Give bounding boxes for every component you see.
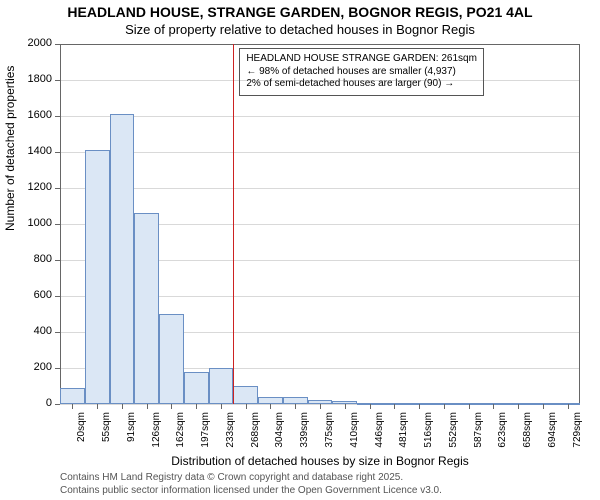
footer-line-1: Contains HM Land Registry data © Crown c… xyxy=(60,472,403,483)
x-tick xyxy=(122,404,123,409)
y-axis-label: Number of detached properties xyxy=(3,215,17,231)
x-tick xyxy=(518,404,519,409)
x-tick-label: 162sqm xyxy=(175,412,186,458)
x-tick-label: 446sqm xyxy=(374,412,385,458)
y-tick xyxy=(55,44,60,45)
x-tick xyxy=(97,404,98,409)
gridline xyxy=(60,80,580,81)
y-tick xyxy=(55,404,60,405)
y-tick-label: 800 xyxy=(20,253,52,265)
x-tick-label: 304sqm xyxy=(274,412,285,458)
x-tick-label: 126sqm xyxy=(151,412,162,458)
x-tick-label: 481sqm xyxy=(398,412,409,458)
legend-line-2: ← 98% of detached houses are smaller (4,… xyxy=(246,66,477,79)
histogram-bar xyxy=(258,397,283,404)
x-tick-label: 55sqm xyxy=(101,412,112,458)
x-tick-label: 694sqm xyxy=(547,412,558,458)
x-tick xyxy=(221,404,222,409)
x-tick xyxy=(295,404,296,409)
y-tick-label: 1200 xyxy=(20,181,52,193)
x-tick xyxy=(469,404,470,409)
x-tick xyxy=(171,404,172,409)
y-tick-label: 400 xyxy=(20,325,52,337)
x-tick-label: 233sqm xyxy=(225,412,236,458)
y-tick xyxy=(55,224,60,225)
x-tick xyxy=(270,404,271,409)
y-tick xyxy=(55,80,60,81)
y-tick xyxy=(55,368,60,369)
x-tick-label: 729sqm xyxy=(572,412,583,458)
histogram-bar xyxy=(283,397,308,404)
histogram-bar xyxy=(233,386,258,404)
x-tick-label: 91sqm xyxy=(126,412,137,458)
x-tick xyxy=(196,404,197,409)
x-tick-label: 339sqm xyxy=(299,412,310,458)
footer-line-2: Contains public sector information licen… xyxy=(60,485,442,496)
x-tick-label: 623sqm xyxy=(497,412,508,458)
x-tick-label: 375sqm xyxy=(324,412,335,458)
chart-container: HEADLAND HOUSE, STRANGE GARDEN, BOGNOR R… xyxy=(0,0,600,500)
y-tick xyxy=(55,332,60,333)
x-tick-label: 516sqm xyxy=(423,412,434,458)
y-tick-label: 200 xyxy=(20,361,52,373)
y-tick-label: 1800 xyxy=(20,73,52,85)
y-tick-label: 1000 xyxy=(20,217,52,229)
x-tick-label: 20sqm xyxy=(76,412,87,458)
histogram-bar xyxy=(209,368,234,404)
marker-line xyxy=(233,44,234,404)
y-tick-label: 1600 xyxy=(20,109,52,121)
y-tick xyxy=(55,152,60,153)
x-tick xyxy=(72,404,73,409)
histogram-bar xyxy=(159,314,184,404)
x-tick xyxy=(543,404,544,409)
y-tick xyxy=(55,188,60,189)
chart-title-sub: Size of property relative to detached ho… xyxy=(0,22,600,37)
histogram-bar xyxy=(184,372,209,404)
x-tick xyxy=(345,404,346,409)
y-tick xyxy=(55,296,60,297)
x-tick xyxy=(147,404,148,409)
x-tick xyxy=(419,404,420,409)
x-tick xyxy=(493,404,494,409)
chart-title-main: HEADLAND HOUSE, STRANGE GARDEN, BOGNOR R… xyxy=(0,4,600,20)
histogram-bar xyxy=(85,150,110,404)
x-tick-label: 410sqm xyxy=(349,412,360,458)
gridline xyxy=(60,188,580,189)
y-tick-label: 0 xyxy=(20,397,52,409)
x-tick-label: 658sqm xyxy=(522,412,533,458)
x-tick-label: 587sqm xyxy=(473,412,484,458)
x-tick-label: 268sqm xyxy=(250,412,261,458)
gridline xyxy=(60,152,580,153)
x-tick xyxy=(246,404,247,409)
x-tick xyxy=(568,404,569,409)
y-tick xyxy=(55,260,60,261)
x-tick xyxy=(394,404,395,409)
marker-legend: HEADLAND HOUSE STRANGE GARDEN: 261sqm ← … xyxy=(239,48,484,96)
x-tick-label: 197sqm xyxy=(200,412,211,458)
y-tick-label: 2000 xyxy=(20,37,52,49)
gridline xyxy=(60,116,580,117)
gridline xyxy=(60,44,580,45)
x-tick xyxy=(370,404,371,409)
y-tick-label: 1400 xyxy=(20,145,52,157)
histogram-bar xyxy=(134,213,159,404)
histogram-bar xyxy=(110,114,135,404)
x-tick-label: 552sqm xyxy=(448,412,459,458)
y-tick-label: 600 xyxy=(20,289,52,301)
y-tick xyxy=(55,116,60,117)
legend-line-1: HEADLAND HOUSE STRANGE GARDEN: 261sqm xyxy=(246,53,477,66)
x-tick xyxy=(320,404,321,409)
histogram-bar xyxy=(60,388,85,404)
x-tick xyxy=(444,404,445,409)
